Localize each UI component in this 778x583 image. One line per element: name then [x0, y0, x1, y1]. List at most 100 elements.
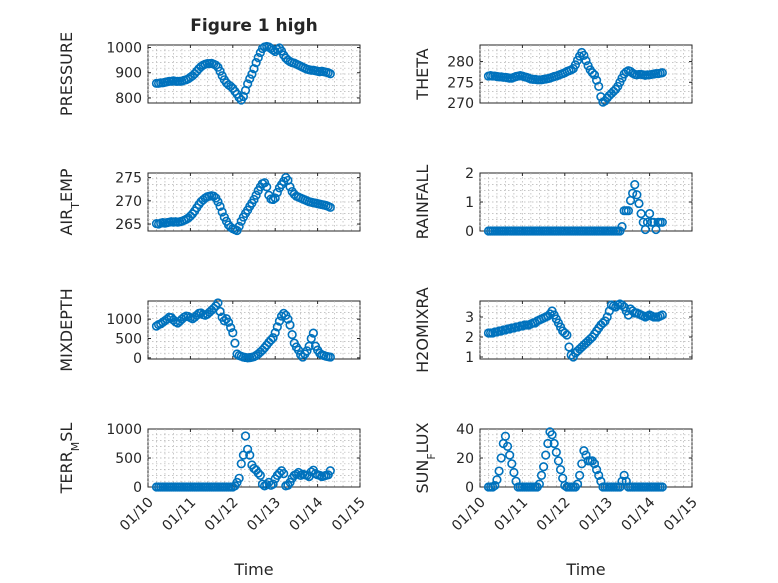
- subplot-air-temp: 265 270 275 AIRTEMP: [57, 168, 361, 236]
- data-point: [617, 222, 627, 232]
- y-tick-label: 2: [465, 166, 474, 182]
- subplot-title: Figure 1 high: [190, 16, 318, 36]
- data-point: [589, 459, 600, 469]
- y-tick-label: 800: [115, 91, 142, 107]
- y-axis-label-main: AIR: [57, 209, 76, 236]
- x-tick-label: 01/10: [117, 495, 157, 535]
- data-point: [245, 74, 255, 84]
- data-point: [579, 50, 589, 60]
- data-point: [551, 447, 561, 457]
- data-point: [234, 92, 244, 103]
- y-axis-label-subscript: M: [69, 442, 82, 452]
- data-point: [255, 470, 265, 481]
- data-point: [251, 58, 261, 68]
- x-tick-label: 01/13: [576, 495, 616, 535]
- y-tick-label: 900: [115, 66, 142, 82]
- y-axis-label: TERRMSL: [57, 423, 82, 495]
- data-point: [507, 459, 517, 469]
- x-tick-label: 01/11: [491, 495, 531, 535]
- x-tick-label: 01/10: [449, 495, 489, 535]
- data-point: [162, 314, 172, 324]
- data-point: [562, 330, 572, 340]
- data-point: [509, 467, 519, 478]
- data-point: [272, 44, 282, 55]
- data-point: [223, 317, 234, 327]
- data-point: [219, 316, 229, 326]
- x-tick-label: 01/14: [619, 494, 659, 534]
- y-axis-label: MIXDEPTH: [57, 288, 76, 371]
- data-point: [268, 479, 278, 489]
- data-point: [253, 468, 263, 478]
- data-point: [644, 209, 655, 219]
- data-point: [249, 64, 259, 74]
- data-point: [266, 335, 276, 345]
- data-point: [238, 450, 248, 460]
- data-point: [619, 470, 629, 481]
- data-point: [262, 480, 272, 490]
- data-point: [494, 466, 504, 476]
- data-point: [279, 308, 289, 318]
- data-point: [630, 180, 640, 190]
- y-tick-label: 0: [465, 480, 474, 496]
- data-point: [615, 226, 625, 236]
- subplot-rainfall: 0 1 2 RAINFALL: [413, 165, 693, 240]
- y-axis-label-main: SUN: [413, 460, 432, 494]
- data-point: [490, 480, 500, 491]
- x-tick-label: 01/15: [329, 495, 369, 535]
- data-point: [230, 338, 240, 348]
- data-point: [325, 69, 335, 79]
- data-point: [293, 345, 304, 355]
- data-point: [215, 66, 225, 76]
- y-tick-label: 500: [115, 332, 142, 348]
- data-point: [306, 333, 316, 344]
- y-axis-label-main: TERR: [57, 451, 76, 494]
- data-point: [596, 476, 606, 486]
- data-point: [257, 479, 268, 489]
- x-axis-label: Time: [565, 560, 605, 579]
- data-point: [553, 456, 564, 466]
- data-point: [274, 468, 285, 478]
- y-tick-label: 1: [465, 195, 474, 211]
- data-point: [536, 470, 547, 481]
- data-point: [657, 482, 667, 492]
- subplot-terr-msl: 01/10 01/11 01/12 01/13 01/14 01/15 0 500 1000 TE…: [57, 422, 369, 579]
- y-tick-label: 265: [115, 217, 142, 233]
- data-point: [570, 60, 581, 70]
- data-point: [634, 198, 644, 209]
- y-tick-label: 0: [133, 480, 142, 496]
- subplot-mixdepth: 0 500 1000 MIXDEPTH: [57, 288, 361, 372]
- data-point: [325, 352, 335, 362]
- data-point: [657, 310, 667, 320]
- data-point: [215, 306, 225, 317]
- data-point: [272, 187, 282, 198]
- data-point: [587, 68, 597, 78]
- y-tick-label: 3: [465, 310, 474, 326]
- data-point: [602, 312, 612, 322]
- y-axis-label: RAINFALL: [413, 165, 432, 240]
- y-axis-label-subscript: F: [425, 453, 438, 459]
- data-point: [594, 470, 604, 481]
- data-point: [549, 438, 559, 449]
- x-tick-label: 01/15: [661, 495, 701, 535]
- data-point: [621, 476, 631, 486]
- y-axis-label-rest: SL: [57, 423, 76, 442]
- x-axis-label: Time: [233, 560, 273, 579]
- data-point: [268, 333, 278, 343]
- y-axis-label: SUNFLUX: [413, 422, 438, 493]
- data-point: [245, 450, 255, 460]
- data-point: [272, 322, 282, 332]
- data-point: [636, 209, 646, 219]
- data-point: [657, 217, 667, 227]
- data-point: [279, 469, 289, 479]
- data-point: [270, 328, 280, 338]
- data-point: [325, 202, 335, 212]
- data-point: [543, 438, 553, 449]
- y-tick-label: 1000: [106, 41, 142, 57]
- data-point: [642, 217, 653, 227]
- data-point: [213, 298, 223, 308]
- y-tick-label: 1: [465, 350, 474, 366]
- data-point: [566, 350, 576, 360]
- data-point: [226, 323, 236, 333]
- y-axis-label-main: H2OMIXRA: [413, 287, 432, 373]
